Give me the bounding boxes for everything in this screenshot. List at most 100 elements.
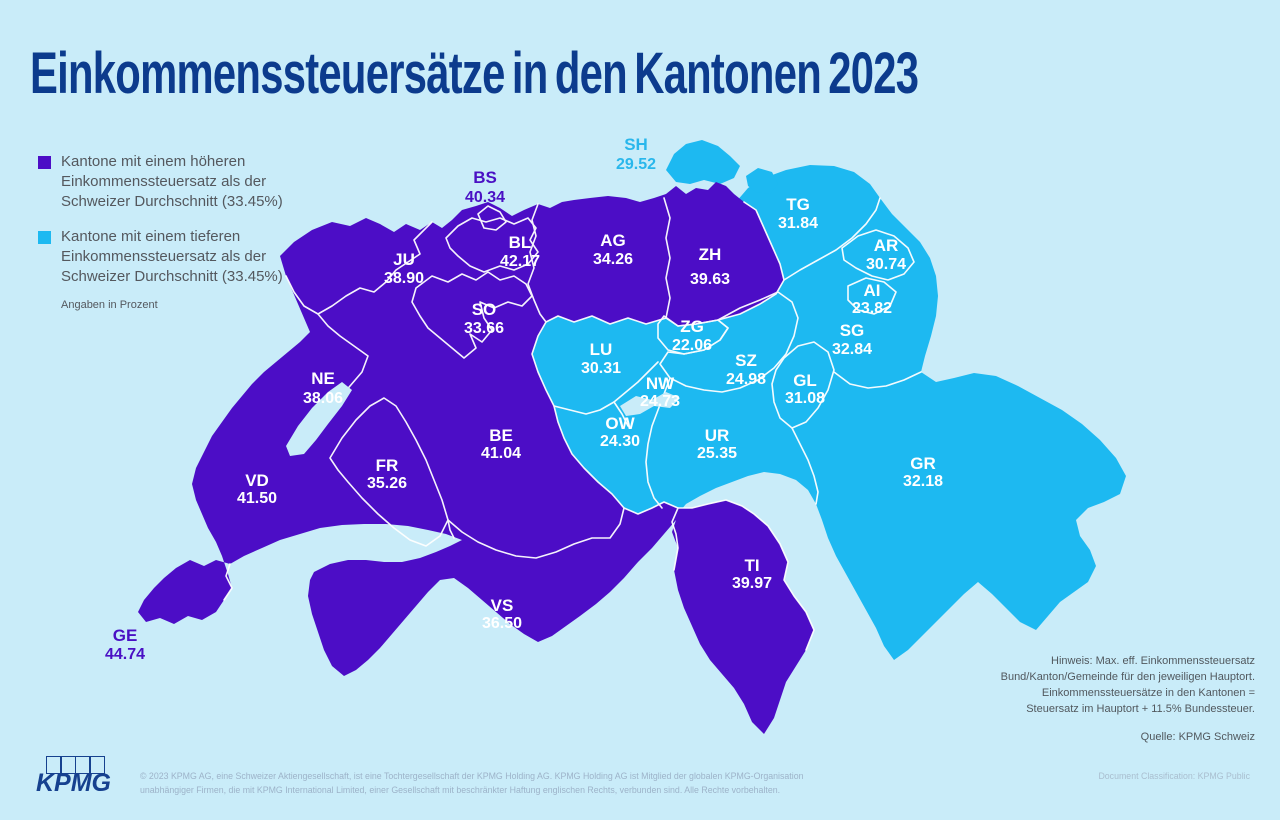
border-bl [445,217,539,273]
canton-label-zh: ZH 39.63 [690,245,730,288]
svg-text:38.06: 38.06 [303,390,343,407]
svg-text:BL: BL [509,233,532,252]
border-sz [659,291,799,393]
border-ge-vd [223,563,233,601]
svg-text:25.35: 25.35 [697,445,737,462]
border-ar [841,229,915,281]
canton-label-ur: UR 25.35 [697,426,737,462]
svg-text:33.66: 33.66 [464,320,504,337]
svg-text:SH: SH [624,135,648,154]
border-nw-ow [613,401,629,427]
kpmg-logo-rects-icon [46,756,126,774]
svg-text:29.52: 29.52 [616,156,656,173]
border-ag-zh [663,197,671,319]
svg-text:31.84: 31.84 [778,215,818,232]
source-line: Quelle: KPMG Schweiz [1140,730,1255,743]
border-bs [477,205,507,231]
border-ur-gr [791,427,819,505]
note-block: Hinweis: Max. eff. Einkommenssteuersatz … [895,654,1255,746]
canton-labels: SH 29.52 BS 40.34 TG 31.84 AR 30.74 AI 2… [105,135,943,663]
svg-text:BS: BS [473,168,497,187]
svg-text:40.34: 40.34 [465,189,505,206]
svg-text:LU: LU [590,340,613,359]
svg-text:23.82: 23.82 [852,300,892,317]
canton-label-fr: FR 35.26 [367,456,407,492]
svg-text:24.30: 24.30 [600,433,640,450]
canton-label-lu: LU 30.31 [581,340,621,377]
switzerland-choropleth-map: SH 29.52 BS 40.34 TG 31.84 AR 30.74 AI 2… [105,135,1126,734]
svg-text:ZG: ZG [680,317,704,336]
note-line: Steuersatz im Hauptort + 11.5% Bundesste… [1026,702,1255,715]
canton-label-tg: TG 31.84 [778,195,818,232]
svg-text:41.04: 41.04 [481,445,521,462]
svg-text:24.98: 24.98 [726,371,766,388]
canton-label-be: BE 41.04 [481,426,521,462]
svg-text:44.74: 44.74 [105,646,145,663]
lake-neuchatel [286,382,352,456]
svg-text:TG: TG [786,195,810,214]
border-fr [329,397,449,547]
svg-text:31.08: 31.08 [785,390,825,407]
svg-text:AR: AR [874,236,899,255]
svg-text:ZH: ZH [699,245,722,264]
svg-text:SZ: SZ [735,351,757,370]
canton-label-sh: SH 29.52 [616,135,656,173]
svg-text:OW: OW [605,414,635,433]
copyright-line-2: unabhängiger Firmen, die mit KPMG Intern… [140,785,781,796]
canton-label-ai: AI 23.82 [852,281,892,317]
svg-text:VS: VS [491,596,514,615]
border-ag-west [527,203,547,323]
legend-item-higher: Kantone mit einem höheren Einkommenssteu… [38,152,338,211]
svg-text:32.18: 32.18 [903,473,943,490]
svg-text:FR: FR [376,456,399,475]
legend-item-lower: Kantone mit einem tieferen Einkommensste… [38,227,338,286]
document-classification: Document Classification: KPMG Public [1098,771,1250,781]
svg-text:42.17: 42.17 [500,253,540,270]
svg-text:30.31: 30.31 [581,360,621,377]
svg-text:34.26: 34.26 [593,251,633,268]
svg-text:BE: BE [489,426,513,445]
note-line: Hinweis: Max. eff. Einkommenssteuersatz [1051,655,1255,667]
canton-label-ar: AR 30.74 [866,236,906,273]
canton-label-nw: NW 24.73 [640,374,680,410]
canton-label-gr: GR 32.18 [903,454,943,490]
svg-text:AG: AG [600,231,626,250]
border-be-vs [447,507,625,559]
kpmg-logo: KPMG [36,756,126,798]
svg-text:SO: SO [472,300,497,319]
canton-sh-region [666,140,778,194]
svg-text:39.63: 39.63 [690,271,730,288]
border-tg-sg [783,197,881,281]
svg-text:22.06: 22.06 [672,337,712,354]
legend: Kantone mit einem höheren Einkommenssteu… [38,152,338,311]
svg-text:GL: GL [793,371,817,390]
legend-unit-note: Angaben in Prozent [61,298,158,311]
legend-higher-label: Kantone mit einem höheren Einkommenssteu… [61,153,283,210]
svg-text:GR: GR [910,454,936,473]
border-so [411,271,533,359]
border-ju [285,221,433,315]
canton-label-ag: AG 34.26 [593,231,633,268]
canton-label-so: SO 33.66 [464,300,504,337]
lake-lucerne [620,392,680,416]
canton-label-vd: VD 41.50 [237,471,277,507]
svg-text:24.73: 24.73 [640,393,680,410]
higher-color-swatch [38,156,51,169]
border-gl [771,341,835,429]
copyright-line-1: © 2023 KPMG AG, eine Schweizer Aktienges… [140,771,804,781]
canton-label-ow: OW 24.30 [600,414,640,450]
note-line: Bund/Kanton/Gemeinde für den jeweiligen … [1000,670,1255,683]
svg-text:NE: NE [311,369,335,388]
canton-label-sg: SG 32.84 [832,321,872,358]
border-ai [847,277,897,315]
canton-label-zg: ZG 22.06 [672,317,712,354]
svg-text:UR: UR [705,426,730,445]
lower-color-swatch [38,231,51,245]
canton-label-bl: BL 42.17 [500,233,540,270]
canton-label-ju: JU 38.90 [384,250,424,287]
footer-copyright: © 2023 KPMG AG, eine Schweizer Aktienges… [140,769,850,797]
svg-text:36.50: 36.50 [482,615,522,632]
svg-text:38.90: 38.90 [384,270,424,287]
canton-borders [223,197,922,651]
